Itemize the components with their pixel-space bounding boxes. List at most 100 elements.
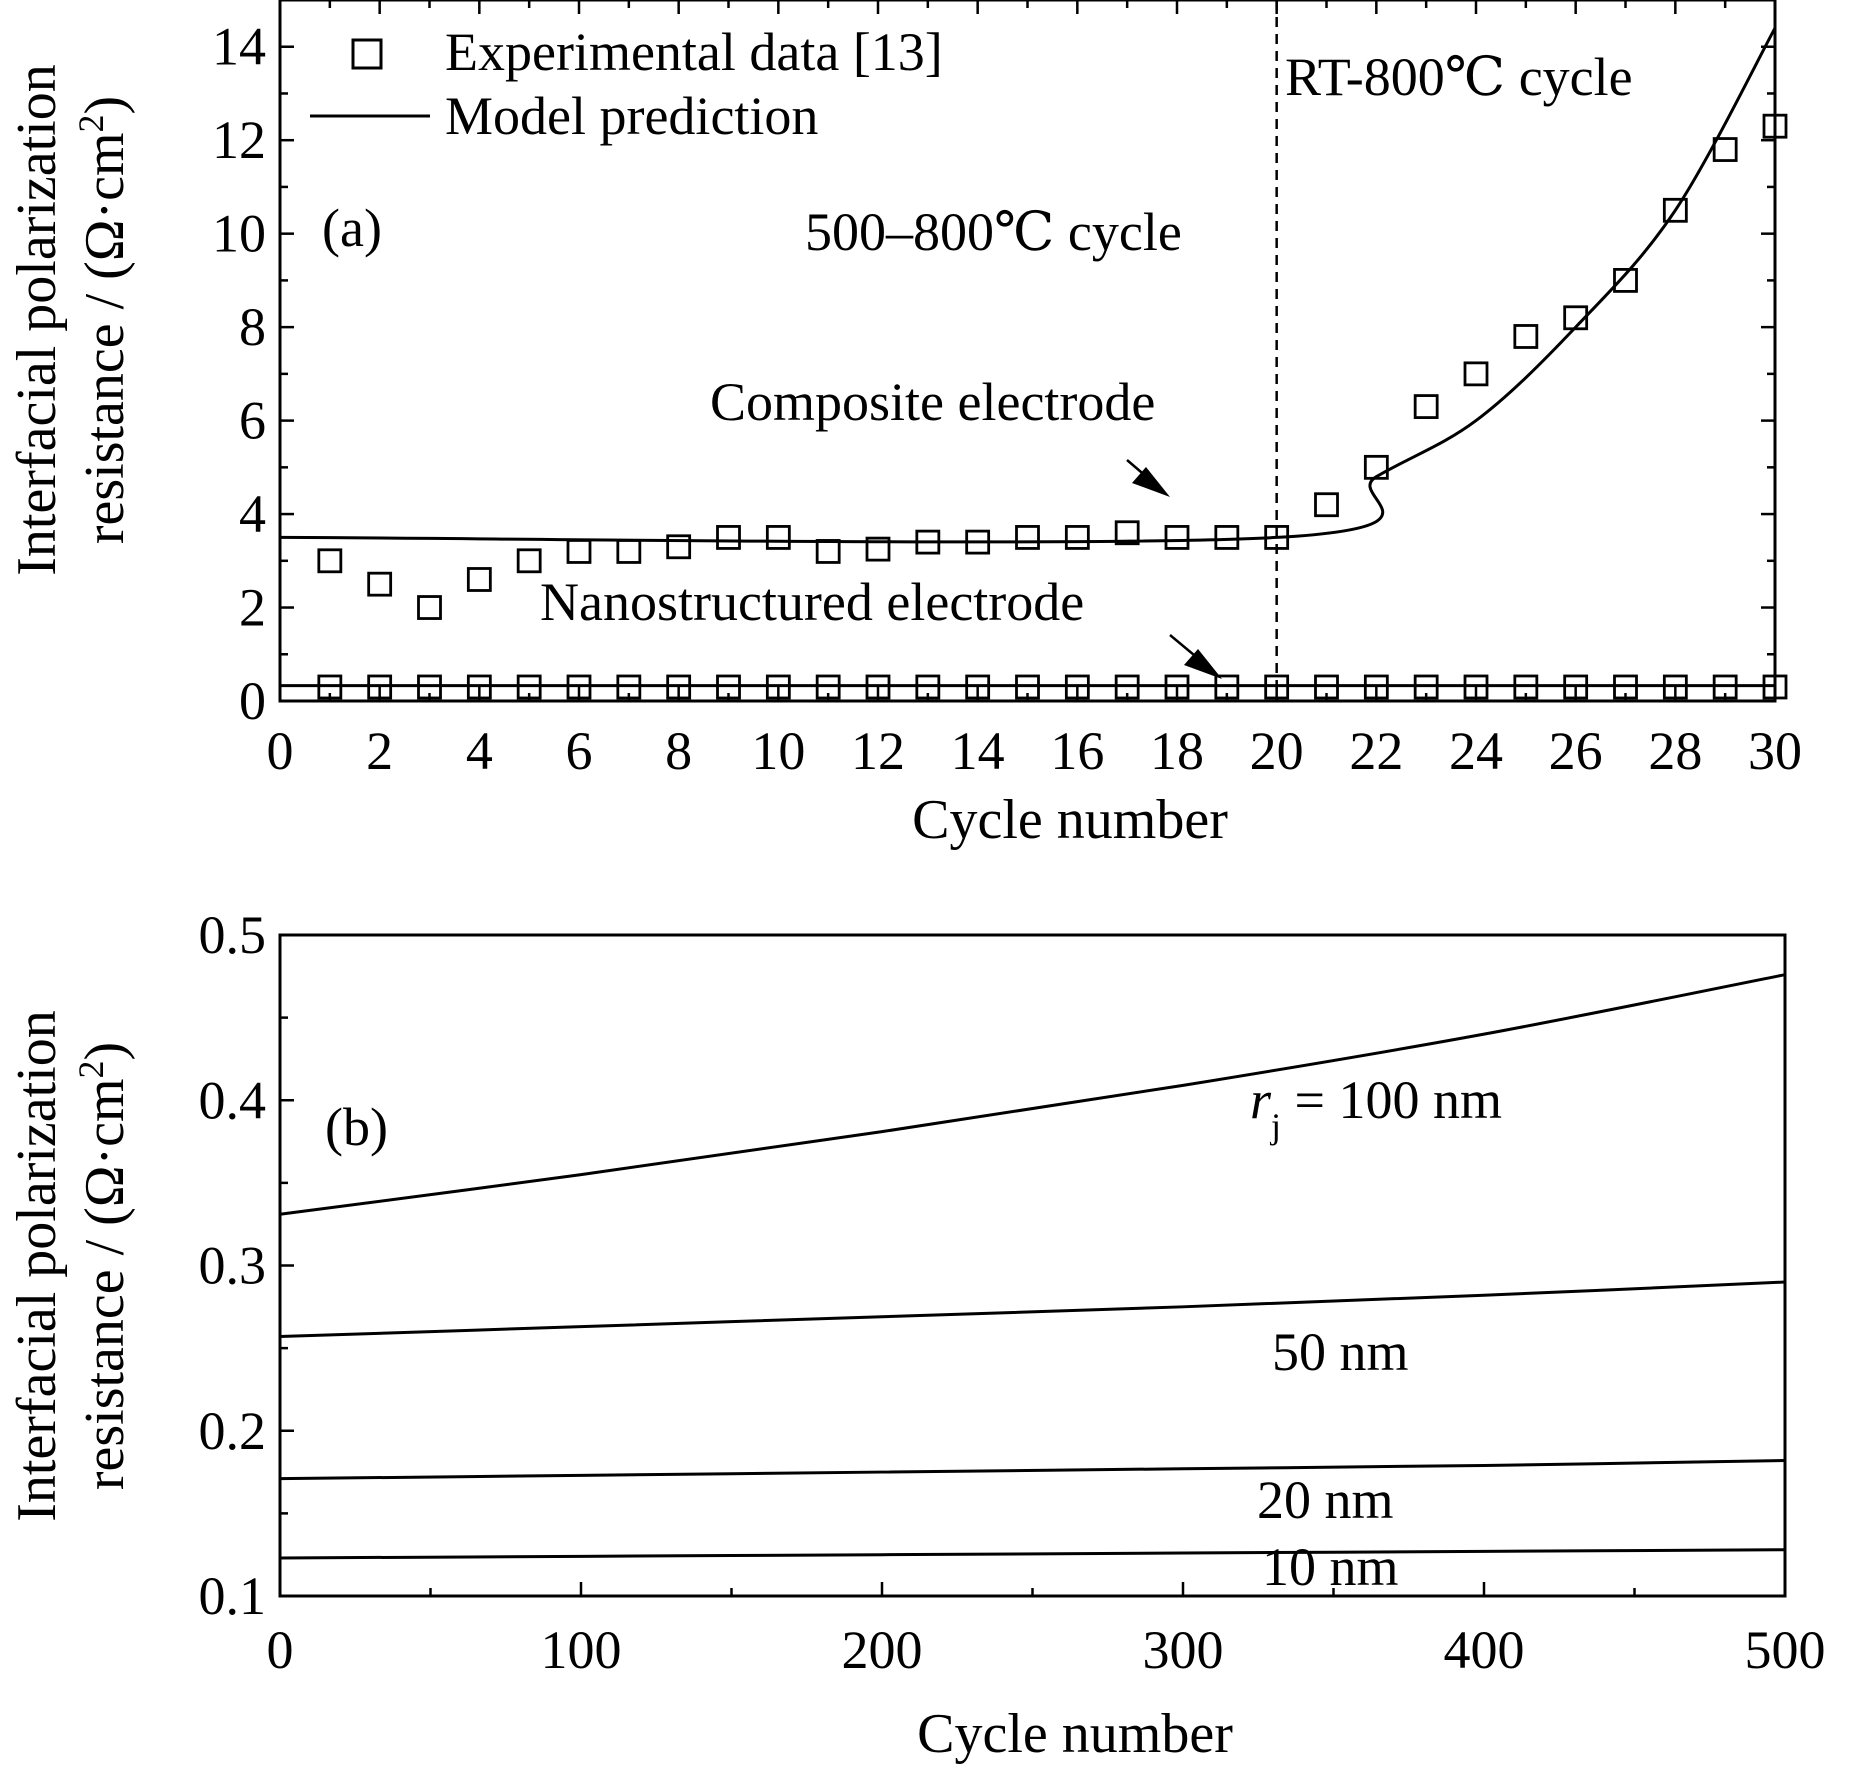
arrow-nano: [1169, 634, 1222, 679]
annotation-50nm: 50 nm: [1272, 1322, 1409, 1382]
y-axis-label-a-close: ): [74, 96, 136, 115]
annotation-r100: rj = 100 nm: [1250, 1070, 1502, 1146]
experimental-point: [666, 674, 692, 700]
experimental-point: [965, 674, 991, 700]
x-tick-label-b: 200: [842, 1620, 923, 1680]
experimental-point: [466, 674, 492, 700]
plot-frame-b: [278, 933, 1787, 1598]
experimental-point: [1164, 525, 1190, 550]
x-tick-label-b: 400: [1444, 1620, 1525, 1680]
panel-b: 0 100 200 300 400 500 0.1 0.2 0.3 0.4 0.5 (b) rj =…: [6, 905, 1826, 1765]
experimental-point: [1114, 674, 1140, 700]
experimental-point: [1413, 674, 1439, 700]
experimental-point: [666, 534, 692, 560]
y-axis-label-a-text: resistance / (Ω·cm: [74, 132, 136, 544]
legend-experimental: Experimental data [13]: [445, 22, 943, 82]
x-tick-label-b: 0: [267, 1620, 294, 1680]
y-axis-label-b-line1: Interfacial polarization: [6, 1010, 68, 1522]
experimental-point: [965, 529, 991, 555]
experimental-point: [1264, 525, 1290, 550]
x-tick-label-a: 30: [1748, 721, 1802, 781]
annotation-500-cycle: 500–800℃ cycle: [805, 202, 1182, 262]
experimental-point: [865, 536, 891, 562]
x-tick-label-a: 12: [851, 721, 905, 781]
annotation-rt-cycle: RT-800℃ cycle: [1285, 47, 1633, 107]
experimental-point: [417, 595, 442, 620]
experimental-point: [1513, 324, 1539, 349]
y-axis-label-a-line2: resistance / (Ω·cm2): [71, 96, 136, 544]
experimental-point: [1762, 674, 1788, 700]
experimental-point: [466, 567, 492, 592]
experimental-point: [1463, 361, 1489, 387]
experimental-point: [317, 548, 343, 574]
experimental-point: [566, 539, 592, 564]
y-tick-label-b: 0.3: [199, 1236, 267, 1296]
experimental-point: [865, 674, 891, 700]
experimental-points-a: [317, 113, 1788, 700]
experimental-point: [1214, 674, 1240, 700]
y-tick-label-a: 10: [212, 204, 266, 264]
y-axis-label-a-line1: Interfacial polarization: [6, 64, 68, 576]
y-tick-label-a: 14: [212, 17, 266, 77]
x-tick-label-a: 28: [1648, 721, 1702, 781]
experimental-point: [815, 674, 841, 700]
model-lines-b: [279, 973, 1786, 1560]
experimental-point: [1662, 674, 1688, 700]
x-tick-label-a: 6: [566, 721, 593, 781]
x-tick-label-a: 4: [466, 721, 493, 781]
experimental-point: [1064, 525, 1090, 550]
experimental-point: [1015, 674, 1040, 700]
experimental-point: [716, 525, 741, 550]
experimental-point: [1613, 267, 1638, 293]
experimental-point: [566, 674, 592, 700]
experimental-point: [1314, 674, 1339, 700]
experimental-point: [616, 539, 642, 564]
experimental-point: [1114, 520, 1140, 546]
experimental-point: [765, 525, 791, 550]
experimental-point: [317, 674, 343, 700]
annotation-10nm: 10 nm: [1262, 1537, 1399, 1597]
experimental-point: [1613, 674, 1638, 700]
annotation-nano: Nanostructured electrode: [540, 572, 1084, 632]
legend-a: Experimental data [13] Model prediction: [310, 22, 943, 146]
y-axis-label-a: Interfacial polarization resistance / (Ω·…: [6, 64, 136, 576]
r-symbol: r: [1250, 1070, 1272, 1130]
axis-ticks-b: [278, 933, 1787, 1598]
y-tick-label-a: 12: [212, 110, 266, 170]
experimental-point: [1563, 674, 1589, 700]
experimental-point: [765, 674, 791, 700]
y-tick-label-a: 8: [239, 297, 266, 357]
experimental-point: [1264, 674, 1290, 700]
y-axis-label-b: Interfacial polarization resistance / (Ω·…: [6, 1010, 136, 1522]
x-tick-label-b: 300: [1143, 1620, 1224, 1680]
panel-label-b: (b): [325, 1097, 388, 1157]
y-tick-label-a: 6: [239, 391, 266, 451]
line-10nm: [279, 1548, 1786, 1560]
y-tick-label-a: 2: [239, 578, 266, 638]
experimental-point: [1563, 305, 1589, 331]
experimental-point: [367, 571, 393, 597]
x-tick-label-a: 18: [1150, 721, 1204, 781]
experimental-point: [1314, 492, 1339, 518]
x-tick-label-a: 26: [1549, 721, 1603, 781]
legend-model: Model prediction: [445, 86, 818, 146]
tick-labels-b: 0 100 200 300 400 500 0.1 0.2 0.3 0.4 0.5: [199, 905, 1826, 1680]
experimental-point: [915, 674, 941, 700]
experimental-point: [616, 674, 642, 700]
y-axis-label-b-text: resistance / (Ω·cm: [74, 1078, 136, 1490]
x-tick-label-b: 100: [541, 1620, 622, 1680]
y-axis-label-b-close: ): [74, 1042, 136, 1061]
y-tick-label-a: 4: [239, 484, 266, 544]
x-tick-label-a: 16: [1050, 721, 1104, 781]
experimental-point: [1712, 137, 1738, 162]
experimental-point: [1363, 674, 1389, 700]
y-tick-label-b: 0.2: [199, 1401, 267, 1461]
experimental-point: [1413, 394, 1439, 419]
y-axis-label-b-sup: 2: [71, 1060, 111, 1078]
experimental-point: [516, 674, 542, 700]
r-subscript: j: [1269, 1106, 1281, 1146]
experimental-point: [516, 548, 542, 574]
x-tick-label-b: 500: [1745, 1620, 1826, 1680]
